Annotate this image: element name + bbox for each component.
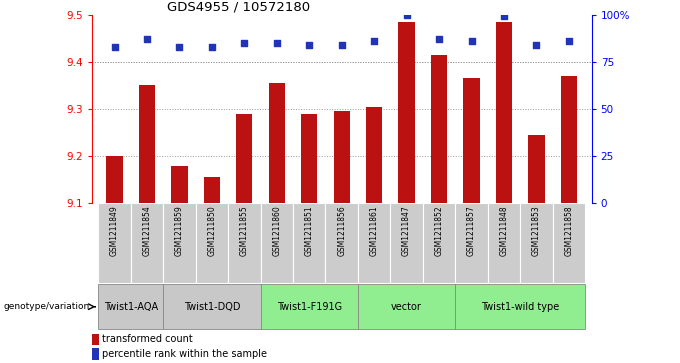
Bar <box>358 284 456 329</box>
Text: GSM1211851: GSM1211851 <box>305 205 313 256</box>
Bar <box>92 348 99 360</box>
Text: GSM1211852: GSM1211852 <box>435 205 443 256</box>
Text: GSM1211855: GSM1211855 <box>240 205 249 256</box>
Text: vector: vector <box>391 302 422 312</box>
Point <box>174 44 185 49</box>
Bar <box>561 76 577 203</box>
Text: GSM1211853: GSM1211853 <box>532 205 541 256</box>
Bar <box>260 203 293 283</box>
Bar <box>269 83 285 203</box>
Bar <box>92 334 99 345</box>
Point <box>564 38 575 44</box>
Bar <box>326 203 358 283</box>
Text: Twist1-DQD: Twist1-DQD <box>184 302 240 312</box>
Text: GDS4955 / 10572180: GDS4955 / 10572180 <box>167 0 310 13</box>
Bar <box>171 166 188 203</box>
Point <box>304 42 315 48</box>
Point <box>466 38 477 44</box>
Bar <box>358 203 390 283</box>
Bar <box>301 114 318 203</box>
Bar <box>139 85 155 203</box>
Bar <box>463 78 479 203</box>
Bar <box>456 284 585 329</box>
Bar <box>488 203 520 283</box>
Bar <box>236 114 252 203</box>
Text: GSM1211860: GSM1211860 <box>272 205 282 256</box>
Bar <box>456 203 488 283</box>
Bar <box>528 135 545 203</box>
Bar <box>99 203 131 283</box>
Bar <box>520 203 553 283</box>
Bar <box>260 284 358 329</box>
Text: GSM1211847: GSM1211847 <box>402 205 411 256</box>
Bar <box>423 203 456 283</box>
Bar <box>228 203 260 283</box>
Point <box>239 40 250 46</box>
Text: percentile rank within the sample: percentile rank within the sample <box>102 349 267 359</box>
Text: GSM1211849: GSM1211849 <box>110 205 119 256</box>
Point <box>498 13 509 19</box>
Text: GSM1211861: GSM1211861 <box>370 205 379 256</box>
Bar <box>99 284 163 329</box>
Bar <box>398 22 415 203</box>
Point <box>531 42 542 48</box>
Bar <box>163 203 196 283</box>
Bar <box>204 177 220 203</box>
Text: transformed count: transformed count <box>102 334 192 344</box>
Point <box>401 12 412 17</box>
Text: GSM1211850: GSM1211850 <box>207 205 216 256</box>
Bar <box>196 203 228 283</box>
Bar <box>366 106 382 203</box>
Text: GSM1211854: GSM1211854 <box>143 205 152 256</box>
Text: Twist1-wild type: Twist1-wild type <box>481 302 560 312</box>
Text: GSM1211848: GSM1211848 <box>500 205 509 256</box>
Bar <box>106 156 122 203</box>
Text: GSM1211858: GSM1211858 <box>564 205 573 256</box>
Bar <box>131 203 163 283</box>
Bar <box>390 203 423 283</box>
Text: genotype/variation: genotype/variation <box>3 302 90 311</box>
Bar <box>163 284 260 329</box>
Point <box>369 38 379 44</box>
Bar <box>293 203 326 283</box>
Text: Twist1-F191G: Twist1-F191G <box>277 302 342 312</box>
Text: GSM1211857: GSM1211857 <box>467 205 476 256</box>
Point <box>141 36 152 42</box>
Bar <box>496 22 512 203</box>
Bar <box>431 55 447 203</box>
Text: GSM1211859: GSM1211859 <box>175 205 184 256</box>
Point <box>207 44 218 49</box>
Bar <box>553 203 585 283</box>
Point <box>271 40 282 46</box>
Point <box>337 42 347 48</box>
Bar <box>334 111 350 203</box>
Point <box>434 36 445 42</box>
Point <box>109 44 120 49</box>
Text: Twist1-AQA: Twist1-AQA <box>103 302 158 312</box>
Text: GSM1211856: GSM1211856 <box>337 205 346 256</box>
